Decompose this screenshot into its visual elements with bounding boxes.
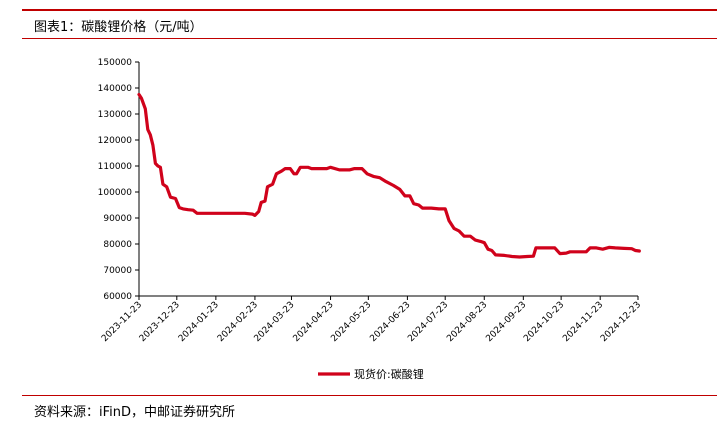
y-tick-label: 140000: [98, 84, 133, 94]
y-tick-label: 110000: [98, 162, 133, 172]
y-tick-label: 150000: [98, 58, 133, 68]
source-note: 资料来源：iFinD，中邮证券研究所: [34, 405, 236, 420]
x-tick-label: 2024-01-23: [177, 300, 221, 344]
x-axis: 2023-11-232023-12-232024-01-232024-02-23…: [100, 295, 643, 344]
y-tick-label: 70000: [103, 266, 132, 276]
x-tick-label: 2023-12-23: [138, 300, 182, 344]
y-tick-label: 130000: [98, 110, 133, 120]
legend-label: 现货价:碳酸锂: [354, 367, 424, 381]
y-tick-label: 120000: [98, 136, 133, 146]
price-series-line: [137, 92, 641, 259]
y-tick-label: 60000: [103, 292, 132, 302]
y-tick-label: 100000: [98, 188, 133, 198]
y-axis: 60000 70000 80000 90000 100000 110000 120000 13…: [98, 58, 140, 302]
x-tick-label: 2024-07-23: [406, 300, 450, 344]
series-layer: [137, 92, 641, 259]
x-tick-label: 2024-05-23: [329, 300, 373, 344]
x-tick-label: 2024-12-23: [599, 300, 643, 344]
figure-title: 图表1：碳酸锂价格（元/吨）: [34, 20, 203, 35]
title-rule: [22, 38, 717, 39]
x-tick-label: 2024-08-23: [445, 300, 489, 344]
y-tick-label: 90000: [103, 214, 132, 224]
top-rule: [22, 9, 717, 11]
bottom-rule: [22, 395, 717, 396]
legend: 现货价:碳酸锂: [318, 367, 424, 381]
y-tick-label: 80000: [103, 240, 132, 250]
x-tick-label: 2024-10-23: [522, 300, 566, 344]
